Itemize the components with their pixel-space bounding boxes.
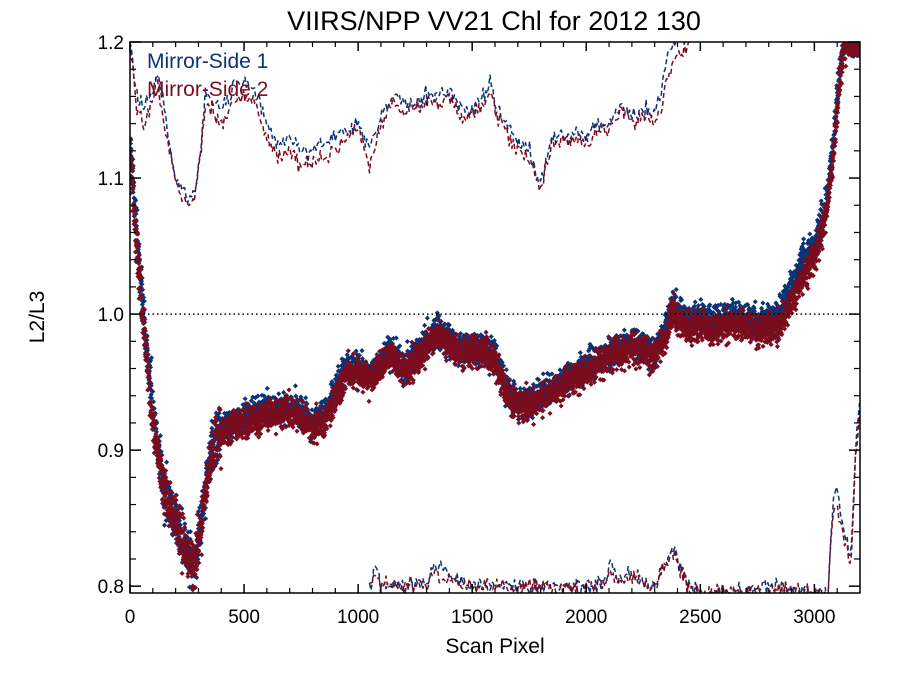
data-point bbox=[218, 466, 224, 472]
data-point bbox=[442, 322, 448, 328]
scatter-series-mirror-side-1 bbox=[130, 36, 863, 591]
data-point bbox=[446, 322, 452, 328]
data-point bbox=[854, 36, 859, 41]
data-point bbox=[281, 389, 287, 395]
data-point bbox=[216, 410, 222, 416]
data-point bbox=[698, 296, 704, 303]
data-point bbox=[393, 335, 399, 341]
data-point bbox=[844, 36, 849, 41]
data-point bbox=[397, 343, 403, 349]
data-point bbox=[164, 459, 170, 465]
data-point bbox=[148, 355, 155, 361]
data-point bbox=[487, 372, 493, 378]
data-point bbox=[329, 379, 335, 385]
data-point bbox=[153, 426, 159, 432]
data-point bbox=[855, 36, 860, 41]
data-point bbox=[540, 371, 546, 377]
data-point bbox=[149, 395, 155, 401]
data-point bbox=[150, 388, 156, 395]
data-point bbox=[436, 313, 442, 319]
data-point bbox=[729, 296, 735, 302]
data-point bbox=[303, 395, 309, 401]
data-point bbox=[695, 302, 701, 309]
data-point bbox=[335, 363, 341, 369]
data-point bbox=[179, 506, 185, 512]
data-point bbox=[404, 338, 410, 345]
data-point bbox=[209, 425, 215, 431]
data-point bbox=[494, 343, 500, 349]
data-point bbox=[515, 416, 521, 423]
lower-envelope-mirror-side-1 bbox=[368, 402, 860, 593]
data-point bbox=[458, 330, 464, 337]
data-point bbox=[255, 393, 261, 399]
chart-title: VIIRS/NPP VV21 Chl for 2012 130 bbox=[287, 6, 701, 36]
data-point bbox=[359, 348, 365, 354]
data-point bbox=[422, 322, 428, 328]
data-point bbox=[692, 299, 698, 305]
data-point bbox=[853, 37, 858, 42]
data-point bbox=[276, 391, 282, 397]
data-point bbox=[503, 367, 509, 373]
data-point bbox=[851, 37, 856, 42]
data-point bbox=[424, 315, 430, 321]
data-point bbox=[264, 385, 270, 391]
data-point bbox=[139, 281, 145, 287]
data-point bbox=[292, 383, 299, 389]
data-point bbox=[621, 327, 627, 333]
data-point bbox=[360, 356, 366, 362]
data-point bbox=[166, 484, 172, 490]
data-point bbox=[161, 522, 167, 528]
data-point bbox=[141, 298, 147, 304]
data-point bbox=[242, 396, 248, 402]
data-point bbox=[858, 37, 863, 42]
data-layer bbox=[130, 36, 863, 593]
data-point bbox=[353, 348, 359, 354]
data-point bbox=[855, 36, 860, 41]
data-point bbox=[807, 231, 813, 237]
data-point bbox=[801, 236, 807, 242]
data-point bbox=[179, 570, 185, 576]
data-point bbox=[488, 334, 494, 340]
data-point bbox=[760, 300, 766, 306]
data-point bbox=[577, 350, 583, 356]
data-point bbox=[491, 337, 497, 344]
data-point bbox=[752, 299, 758, 305]
data-point bbox=[199, 552, 205, 558]
